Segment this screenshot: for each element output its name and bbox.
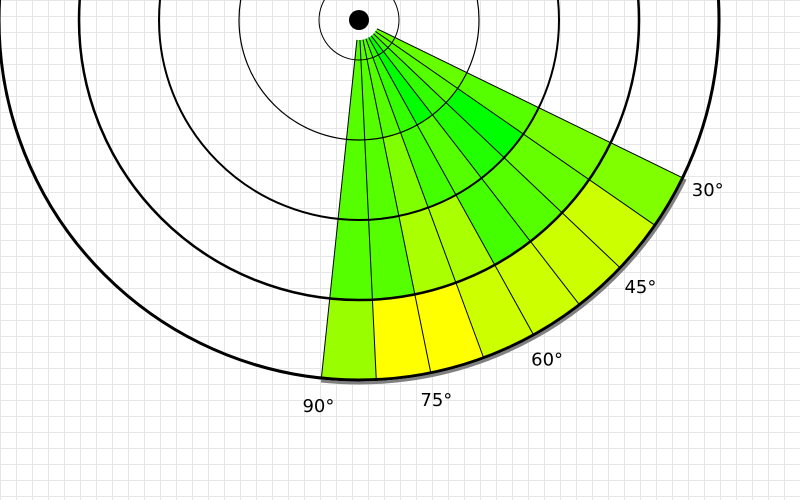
wedge-outer-shadow [320,178,687,385]
angle-label: 60° [531,349,563,370]
sector-cell [455,178,531,265]
sector-cell [562,179,655,268]
angle-label: 90° [302,396,334,417]
sector-cell [523,107,611,180]
sector-cell [457,72,539,134]
sector-spokes [320,28,683,380]
angle-label: 75° [420,390,452,411]
sector-cell [359,39,383,140]
sector-cell [530,212,621,305]
sector-cell [346,39,365,140]
angle-labels: 30° 45° 60° 75° 90° [302,180,723,417]
sector-spoke [376,28,683,179]
range-ring [158,0,560,221]
sector-spoke [375,30,656,226]
range-ring [318,0,400,61]
sector-spoke [365,38,485,358]
sector-cells [321,28,683,381]
sector-cell [375,28,467,89]
sector-cell [329,218,373,301]
sector-cell [589,142,683,226]
sector-cell [321,298,377,381]
sector-cell [373,31,458,103]
angle-label: 45° [624,277,656,298]
sector-spoke [320,39,358,379]
sector-cell [364,137,399,220]
sector-cell [365,37,418,133]
sector-cell [481,157,563,242]
sector-spoke [368,37,534,336]
sector-spoke [359,39,377,380]
range-ring [0,0,721,382]
center-dot [349,10,369,30]
sector-cell [371,33,447,115]
range-rings [0,0,721,385]
sector-cell [414,282,484,373]
range-ring [77,0,641,302]
sector-cell [338,139,369,220]
sector-cell [400,124,456,208]
sector-cell [432,102,505,179]
sector-cell [372,294,431,380]
sector-cell [446,88,524,158]
sector-spoke [362,39,432,373]
sector-cell [382,132,429,216]
angle-label: 30° [692,180,724,201]
sector-cell [398,207,456,295]
sector-spoke [370,35,580,305]
range-ring [238,0,480,141]
sector-cell [368,215,415,300]
sector-cell [417,114,482,195]
sector-cell [494,241,580,335]
sector-cell [362,38,401,138]
sector-cell [368,35,433,125]
sector-spoke [373,33,621,269]
sector-cell [504,133,590,213]
sector-cell [428,194,495,283]
